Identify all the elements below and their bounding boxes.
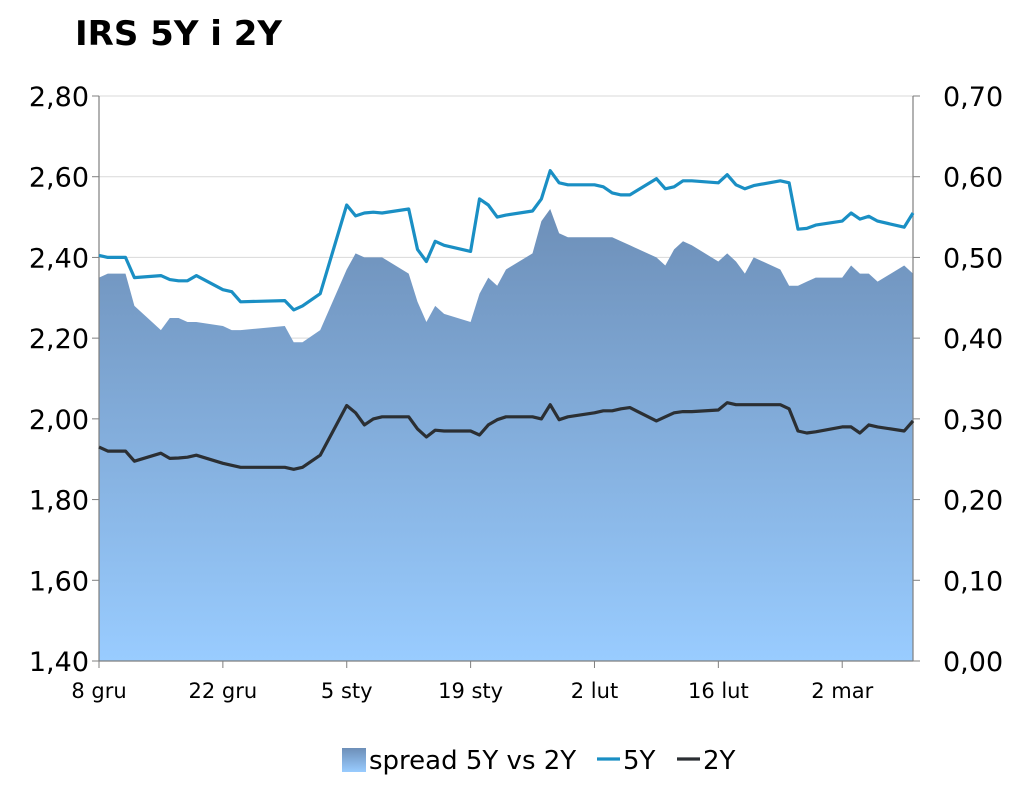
y-right-tick-label: 0,20 <box>943 486 1003 517</box>
line-layer <box>98 169 915 471</box>
y-right-tick-label: 0,50 <box>943 243 1003 274</box>
y-left-tick-label: 2,80 <box>29 82 89 113</box>
y-right-tick-label: 0,70 <box>943 82 1003 113</box>
legend-label-5y: 5Y <box>623 746 656 776</box>
spread-area-layer <box>99 209 913 661</box>
x-tick-label: 19 sty <box>438 679 503 703</box>
y-left-tick-label: 2,60 <box>29 163 89 194</box>
y-right-tick-label: 0,00 <box>943 647 1003 678</box>
x-tick-label: 16 lut <box>688 679 749 703</box>
x-tick-label: 2 mar <box>811 679 873 703</box>
legend: spread 5Y vs 2Y 5Y 2Y <box>342 746 736 776</box>
y-right-tick-label: 0,40 <box>943 324 1003 355</box>
y-left-tick-label: 2,20 <box>29 324 89 355</box>
y-left-tick-label: 1,80 <box>29 486 89 517</box>
y-right-tick-label: 0,30 <box>943 405 1003 436</box>
legend-label-spread: spread 5Y vs 2Y <box>369 746 576 776</box>
y-right-tick-label: 0,10 <box>943 566 1003 597</box>
legend-swatch-spread <box>342 748 366 772</box>
tick-labels: 1,40 0,00 1,60 0,10 1,80 0,20 2,00 0,30 2,20 0,40… <box>29 82 1003 703</box>
x-tick-label: 2 lut <box>571 679 618 703</box>
y-left-tick-label: 1,40 <box>29 647 89 678</box>
y-right-tick-label: 0,60 <box>943 163 1003 194</box>
series-spread-5y-vs-2y <box>99 209 913 661</box>
x-tick-label: 8 gru <box>71 679 126 703</box>
y-left-tick-label: 1,60 <box>29 566 89 597</box>
y-left-tick-label: 2,00 <box>29 405 89 436</box>
x-tick-label: 5 sty <box>321 679 373 703</box>
axes <box>92 95 920 668</box>
chart-title: IRS 5Y i 2Y <box>75 14 283 54</box>
series-2y-line <box>98 401 915 471</box>
x-tick-label: 22 gru <box>189 679 258 703</box>
series-5y-line <box>98 169 915 312</box>
y-left-tick-label: 2,40 <box>29 243 89 274</box>
legend-label-2y: 2Y <box>703 746 736 776</box>
